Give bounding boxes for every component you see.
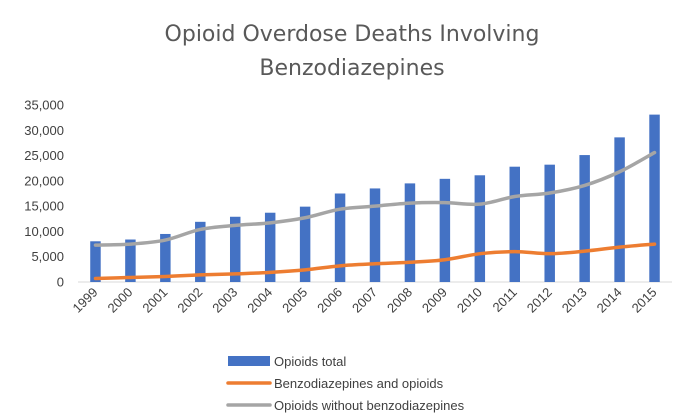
bar-opioids-total-2001 xyxy=(160,233,171,282)
x-tick-label: 2004 xyxy=(244,285,275,316)
x-tick-label: 2009 xyxy=(419,285,450,316)
legend-item-opioids-total: Opioids total xyxy=(228,354,346,369)
legend: Opioids total Benzodiazepines and opioids… xyxy=(226,354,465,413)
y-tick-label: 5,000 xyxy=(31,249,64,264)
x-tick-label: 2013 xyxy=(559,285,590,316)
bar-opioids-total-2008 xyxy=(404,183,416,282)
x-tick-label: 2006 xyxy=(314,285,345,316)
bar-opioids-total-2006 xyxy=(334,193,346,282)
legend-label: Opioids total xyxy=(274,354,346,369)
x-tick-label: 2003 xyxy=(209,285,240,316)
chart-subtitle: Benzodiazepines xyxy=(259,56,444,81)
bar-opioids-total-1999 xyxy=(90,241,101,282)
x-tick-label: 2014 xyxy=(594,285,625,316)
x-tick-label: 2007 xyxy=(349,285,380,316)
legend-item-opioids-without-benzodiazepines: Opioids without benzodiazepines xyxy=(226,398,465,413)
legend-swatch-bar xyxy=(228,356,270,366)
bar-opioids-total-2007 xyxy=(369,188,381,282)
line-opioids-without-benzodiazepines xyxy=(93,150,657,247)
y-tick-label: 25,000 xyxy=(24,148,64,163)
bar-opioids-total-2013 xyxy=(579,155,590,282)
x-tick-label: 2002 xyxy=(174,285,205,316)
y-tick-label: 10,000 xyxy=(24,224,64,239)
legend-label: Opioids without benzodiazepines xyxy=(274,398,465,413)
bar-opioids-total-2011 xyxy=(509,166,520,282)
bar-opioids-total-2002 xyxy=(195,221,206,282)
y-tick-label: 30,000 xyxy=(24,123,64,138)
x-tick-label: 2000 xyxy=(104,285,135,316)
x-tick-label: 2012 xyxy=(524,285,555,316)
y-tick-label: 20,000 xyxy=(24,173,64,188)
y-tick-label: 0 xyxy=(57,275,64,290)
x-tick-label: 2005 xyxy=(279,285,310,316)
bar-opioids-total-2010 xyxy=(474,175,486,282)
bar-opioids-total-2004 xyxy=(264,212,276,282)
x-tick-label: 2010 xyxy=(454,285,485,316)
plot-area: 0 5,000 10,000 15,000 20,000 25,000 30,000 35,0… xyxy=(24,98,672,316)
bar-opioids-total-2015 xyxy=(649,114,660,282)
bar-opioids-total-2014 xyxy=(614,137,625,282)
x-tick-label: 2001 xyxy=(139,285,170,316)
chart-title: Opioid Overdose Deaths Involving xyxy=(165,22,540,47)
bar-opioids-total-2000 xyxy=(125,239,136,282)
line-benzodiazepines-and-opioids xyxy=(93,242,657,281)
y-tick-label: 15,000 xyxy=(24,199,64,214)
legend-label: Benzodiazepines and opioids xyxy=(274,376,444,391)
y-tick-label: 35,000 xyxy=(24,98,64,113)
x-tick-label: 2008 xyxy=(384,285,415,316)
x-tick-label: 2011 xyxy=(490,285,520,315)
bar-opioids-total-2012 xyxy=(544,164,555,282)
bar-opioids-total-2003 xyxy=(229,216,241,282)
legend-item-benzodiazepines-and-opioids: Benzodiazepines and opioids xyxy=(226,376,444,391)
x-tick-label: 2015 xyxy=(629,285,660,316)
bar-opioids-total-2005 xyxy=(299,206,311,282)
x-tick-label: 1999 xyxy=(70,285,101,316)
bar-opioids-total-2009 xyxy=(439,178,451,282)
